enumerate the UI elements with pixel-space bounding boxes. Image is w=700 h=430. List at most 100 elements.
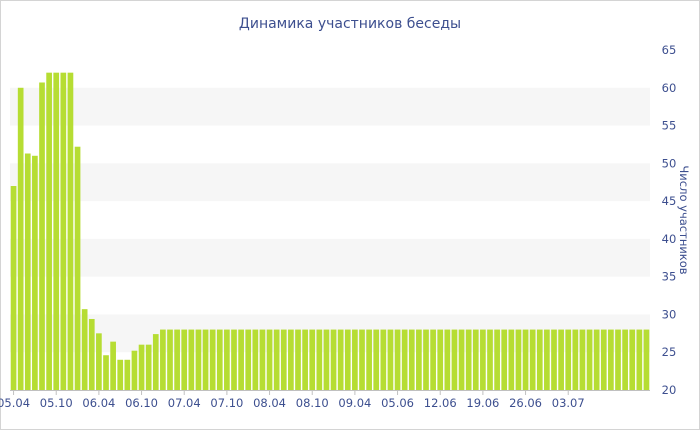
bar (81, 309, 88, 390)
bar (515, 329, 522, 390)
bar (138, 344, 145, 390)
grid-band (10, 163, 650, 202)
bar (622, 329, 628, 390)
bar (174, 329, 180, 390)
bar (323, 329, 330, 390)
bar (295, 329, 301, 390)
bar (266, 329, 273, 390)
bar (273, 329, 280, 390)
bar (629, 329, 636, 390)
bar (152, 334, 159, 390)
y-tick-label: 65 (662, 43, 677, 57)
y-axis-label: Число участников (677, 165, 691, 274)
bar (401, 329, 408, 390)
bar (245, 329, 252, 390)
bar (209, 329, 216, 390)
bar (32, 155, 38, 390)
bar (408, 329, 415, 390)
bar (494, 329, 500, 390)
x-tick-label: 08.04 (253, 396, 286, 410)
bar (387, 329, 394, 390)
bar (160, 329, 166, 390)
bar (636, 329, 643, 390)
grid-bands (10, 87, 650, 353)
bar (259, 329, 266, 390)
y-tick-label: 35 (662, 270, 677, 284)
bar (572, 329, 579, 390)
bar (551, 329, 557, 390)
x-tick-label: 05.10 (40, 396, 73, 410)
x-tick-label: 26.06 (509, 396, 542, 410)
bar (608, 329, 614, 390)
bar (472, 329, 479, 390)
bar (437, 329, 444, 390)
bar (529, 329, 536, 390)
x-tick-label: 19.06 (466, 396, 499, 410)
grid-band (10, 87, 650, 126)
bar (103, 355, 109, 390)
grid-band (10, 314, 650, 353)
x-tick-label: 06.10 (125, 396, 158, 410)
bar (544, 329, 550, 390)
bar (359, 329, 365, 390)
x-tick-label: 07.10 (210, 396, 243, 410)
bar (430, 329, 436, 390)
bar (586, 329, 593, 390)
bar (46, 72, 52, 391)
bar (465, 329, 472, 390)
x-tick-label: 12.06 (424, 396, 457, 410)
bar (216, 329, 223, 390)
bar (444, 329, 451, 390)
bar (117, 359, 124, 390)
bar (316, 329, 323, 390)
bar (302, 329, 308, 390)
x-tick-label: 05.04 (0, 396, 30, 410)
x-tick-label: 05.06 (381, 396, 414, 410)
bar (423, 329, 429, 390)
bar (600, 329, 607, 390)
bar (24, 153, 31, 390)
y-tick-label: 60 (662, 81, 677, 95)
bar (487, 329, 493, 390)
bar (53, 72, 60, 391)
y-tick-label: 50 (662, 156, 677, 170)
bar (74, 146, 81, 390)
bar (202, 329, 209, 390)
y-tick-label: 25 (662, 345, 677, 359)
bar (508, 329, 515, 390)
bar (366, 329, 372, 390)
x-tick-label: 09.04 (338, 396, 371, 410)
bar (238, 329, 244, 390)
x-tick-label: 08.10 (296, 396, 329, 410)
bar (344, 329, 351, 390)
bar (17, 87, 24, 390)
bar (96, 333, 102, 390)
bar (309, 329, 316, 390)
bar (416, 329, 422, 390)
y-ticks: 20 25 30 35 40 45 50 55 60 65 (662, 43, 677, 397)
bar (181, 329, 188, 390)
bar (565, 329, 572, 390)
bar (352, 329, 358, 390)
bar (458, 329, 465, 390)
bar (480, 329, 486, 390)
bar (558, 329, 564, 390)
y-tick-label: 30 (662, 307, 677, 321)
bar (60, 72, 67, 391)
bar (67, 72, 74, 391)
bar (380, 329, 387, 390)
bar (224, 329, 230, 390)
bar (288, 329, 294, 390)
x-tick-label: 07.04 (168, 396, 201, 410)
bar (593, 329, 600, 390)
bar (252, 329, 259, 390)
bar (330, 329, 337, 390)
y-tick-label: 20 (662, 383, 677, 397)
bar (451, 329, 458, 390)
bars-group (10, 72, 650, 391)
bar (536, 329, 543, 390)
bar (579, 329, 586, 390)
y-tick-label: 45 (662, 194, 677, 208)
bar (124, 359, 131, 390)
